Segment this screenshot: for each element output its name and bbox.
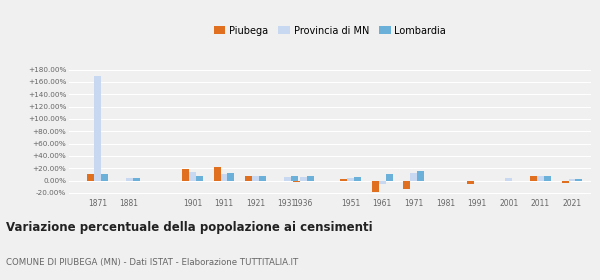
Bar (214, 167, 221, 181)
Bar (189, 172, 196, 181)
Bar (94, 76, 101, 181)
Bar (307, 176, 314, 181)
Bar (537, 176, 544, 181)
Bar (299, 177, 307, 181)
Bar (245, 176, 252, 181)
Bar (386, 174, 392, 181)
Bar (403, 181, 410, 189)
Text: Variazione percentuale della popolazione ai censimenti: Variazione percentuale della popolazione… (6, 221, 373, 234)
Bar (284, 177, 291, 181)
Bar (410, 173, 418, 181)
Bar (530, 176, 537, 181)
Bar (252, 176, 259, 181)
Bar (221, 174, 227, 181)
Bar (259, 176, 266, 181)
Bar (196, 176, 203, 181)
Bar (379, 181, 386, 184)
Bar (418, 171, 424, 181)
Legend: Piubega, Provincia di MN, Lombardia: Piubega, Provincia di MN, Lombardia (210, 22, 450, 39)
Bar (125, 178, 133, 181)
Bar (340, 179, 347, 181)
Bar (101, 174, 108, 181)
Bar (569, 179, 575, 181)
Bar (133, 178, 140, 181)
Bar (87, 174, 94, 181)
Bar (575, 179, 583, 181)
Bar (505, 178, 512, 181)
Text: COMUNE DI PIUBEGA (MN) - Dati ISTAT - Elaborazione TUTTITALIA.IT: COMUNE DI PIUBEGA (MN) - Dati ISTAT - El… (6, 258, 298, 267)
Bar (544, 176, 551, 181)
Bar (372, 181, 379, 192)
Bar (291, 176, 298, 181)
Bar (293, 181, 299, 183)
Bar (227, 172, 235, 181)
Bar (562, 181, 569, 183)
Bar (182, 169, 189, 181)
Bar (354, 177, 361, 181)
Bar (467, 181, 473, 184)
Bar (347, 178, 354, 181)
